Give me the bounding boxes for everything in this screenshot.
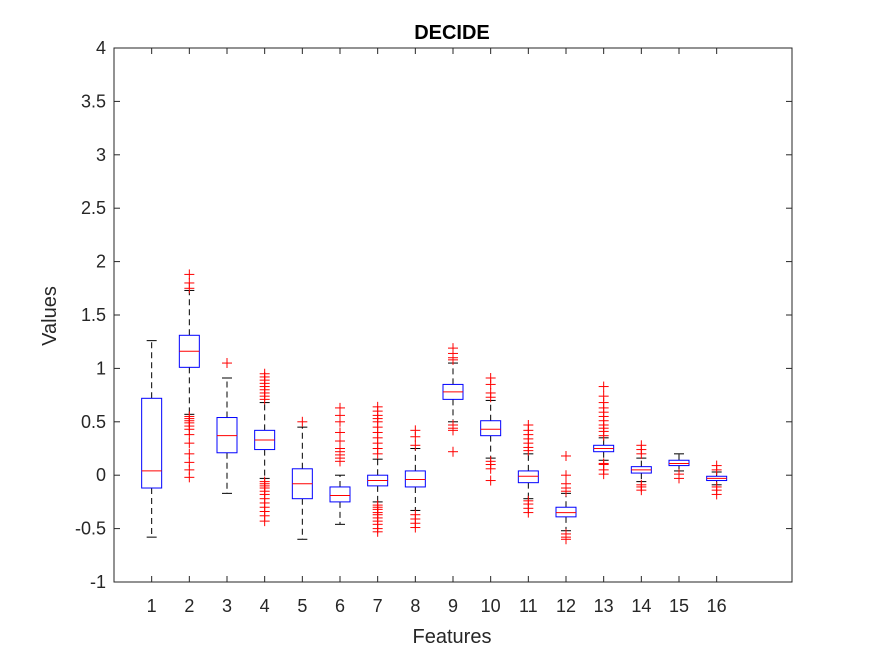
outlier-marker [561,478,571,489]
x-tick-label: 6 [335,596,345,616]
x-tick-label: 13 [594,596,614,616]
chart-title: DECIDE [414,22,490,44]
outlier-marker [335,436,345,447]
outlier-marker [485,373,496,384]
outlier-marker [561,534,571,545]
outlier-marker [372,401,383,412]
x-tick-label: 7 [373,596,383,616]
outlier-marker [335,427,345,438]
x-tick-label: 5 [297,596,307,616]
box-group [706,460,728,500]
x-tick-label: 4 [260,596,270,616]
box-group [555,450,577,545]
outlier-marker [448,446,458,457]
box-group [367,401,389,537]
x-axis-ticks: 1 2 3 4 5 6 7 8 9 10 11 12 13 14 15 16 [147,48,727,616]
outlier-marker [485,387,496,398]
outlier-marker [523,420,534,431]
outlier-marker [711,489,722,500]
x-tick-label: 8 [410,596,420,616]
box [555,506,577,518]
box-group [291,416,313,540]
outlier-marker [523,507,534,518]
outlier-marker [184,438,195,449]
outlier-marker [598,469,609,480]
outlier-marker [711,460,722,471]
outlier-marker [410,425,421,436]
y-tick-label: 1 [96,358,106,378]
box-group [178,269,200,483]
box-group [480,373,502,486]
y-tick-label: -0.5 [75,519,106,539]
outlier-marker [485,475,496,486]
box-group [668,453,690,484]
x-tick-label: 9 [448,596,458,616]
outlier-marker [410,522,421,533]
y-axis-ticks: -1 -0.5 0 0.5 1 1.5 2 2.5 3 3.5 4 [75,38,792,592]
outlier-marker [636,440,647,451]
outlier-marker [561,450,571,461]
outlier-marker [184,277,195,288]
outlier-marker [222,358,232,369]
outlier-marker [636,485,647,496]
box [329,486,351,503]
box [480,420,502,437]
x-tick-label: 16 [707,596,727,616]
outlier-marker [674,473,684,484]
outlier-marker [561,470,571,481]
y-tick-label: 1.5 [81,305,106,325]
outlier-marker [372,526,383,537]
x-tick-label: 10 [481,596,501,616]
outlier-marker [184,269,195,280]
y-axis-label: Values [39,286,61,346]
outlier-marker [335,402,345,413]
box [668,459,690,467]
box [141,397,163,489]
box-group [329,402,351,525]
y-tick-label: 0 [96,465,106,485]
y-tick-label: 3 [96,145,106,165]
box-group [593,381,615,480]
outlier-marker [485,463,496,474]
outlier-marker [184,429,195,440]
x-tick-label: 2 [184,596,194,616]
x-tick-label: 12 [556,596,576,616]
outlier-marker [184,472,195,483]
outlier-marker [184,448,195,459]
box [517,470,539,484]
box-group [404,425,426,533]
box-group [216,358,238,494]
outlier-marker [259,368,270,379]
outlier-marker [448,343,458,354]
box-group [254,368,276,527]
outlier-marker [410,440,421,451]
plot-area [113,47,793,583]
x-tick-label: 3 [222,596,232,616]
x-tick-label: 11 [519,596,538,616]
box [404,470,426,488]
y-tick-label: 4 [96,38,106,58]
y-tick-label: 2 [96,252,106,272]
x-tick-label: 14 [631,596,651,616]
y-tick-label: 3.5 [81,91,106,111]
y-tick-label: 0.5 [81,412,106,432]
y-tick-label: 2.5 [81,198,106,218]
box [216,417,238,454]
box-group [517,420,539,518]
outlier-marker [297,416,308,427]
outlier-marker [448,425,458,436]
box-group [442,343,464,457]
x-tick-label: 1 [147,596,157,616]
y-tick-label: -1 [90,572,106,592]
outlier-marker [598,381,609,392]
outlier-marker [259,516,270,527]
x-axis-label: Features [413,626,492,648]
outlier-marker [598,391,609,402]
x-tick-label: 15 [669,596,689,616]
box-group [141,340,163,538]
box-group [630,440,652,496]
